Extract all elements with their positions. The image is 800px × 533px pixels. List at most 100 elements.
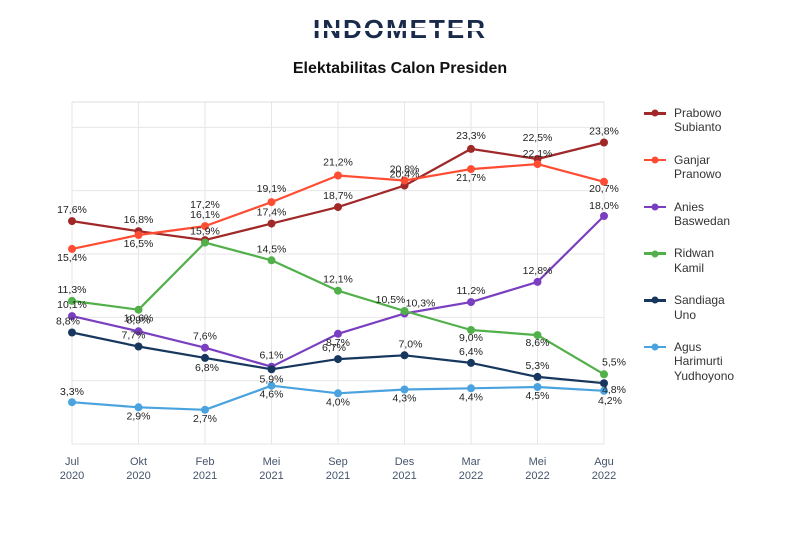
legend-item: Sandiaga Uno bbox=[644, 293, 794, 322]
series-marker bbox=[268, 256, 276, 264]
legend-label: Sandiaga Uno bbox=[674, 293, 725, 322]
data-label: 21,7% bbox=[456, 172, 486, 184]
x-tick-label: Agu 2022 bbox=[574, 456, 634, 484]
brand-logo: INDOMETER bbox=[0, 14, 800, 45]
x-tick-label: Feb 2021 bbox=[175, 456, 235, 484]
data-label: 22,1% bbox=[523, 148, 553, 160]
series-marker bbox=[467, 145, 475, 153]
data-label: 10,5% bbox=[376, 294, 406, 306]
data-label: 9,0% bbox=[459, 332, 483, 344]
data-label: 12,1% bbox=[323, 274, 353, 286]
series-marker bbox=[467, 359, 475, 367]
legend-item: Agus Harimurti Yudhoyono bbox=[644, 340, 794, 383]
series-marker bbox=[135, 343, 143, 351]
series-marker bbox=[68, 329, 76, 337]
legend-swatch bbox=[644, 206, 666, 209]
data-label: 4,5% bbox=[526, 390, 550, 402]
legend-swatch bbox=[644, 299, 666, 302]
chart-title: Elektabilitas Calon Presiden bbox=[0, 60, 800, 78]
data-label: 15,9% bbox=[190, 226, 220, 238]
data-label: 22,5% bbox=[523, 132, 553, 144]
data-label: 17,2% bbox=[190, 199, 220, 211]
data-label: 2,9% bbox=[127, 410, 151, 422]
data-label: 23,8% bbox=[589, 126, 619, 138]
brand-logo-text: INDOMETER bbox=[313, 14, 487, 45]
data-label: 23,3% bbox=[456, 130, 486, 142]
x-tick-label: Sep 2021 bbox=[308, 456, 368, 484]
x-axis-labels: Jul 2020Okt 2020Feb 2021Mei 2021Sep 2021… bbox=[48, 456, 628, 516]
data-label: 4,3% bbox=[393, 393, 417, 405]
data-label: 2,7% bbox=[193, 413, 217, 425]
data-label: 4,6% bbox=[260, 389, 284, 401]
series-marker bbox=[600, 139, 608, 147]
series-marker bbox=[268, 365, 276, 373]
chart-legend: Prabowo SubiantoGanjar PranowoAnies Basw… bbox=[644, 106, 794, 401]
data-label: 8,8% bbox=[56, 316, 80, 328]
series-marker bbox=[534, 373, 542, 381]
data-label: 10,6% bbox=[124, 313, 154, 325]
data-label: 5,9% bbox=[260, 373, 284, 385]
legend-swatch bbox=[644, 159, 666, 162]
series-marker bbox=[68, 217, 76, 225]
x-tick-label: Okt 2020 bbox=[109, 456, 169, 484]
series-marker bbox=[268, 220, 276, 228]
data-label: 11,2% bbox=[457, 285, 486, 297]
data-label: 17,6% bbox=[57, 204, 87, 216]
series-marker bbox=[600, 212, 608, 220]
data-label: 6,1% bbox=[260, 350, 284, 362]
data-label: 19,1% bbox=[257, 183, 287, 195]
series-marker bbox=[334, 355, 342, 363]
series-marker bbox=[201, 354, 209, 362]
data-label: 20,7% bbox=[589, 183, 619, 195]
legend-label: Prabowo Subianto bbox=[674, 106, 721, 135]
x-tick-label: Des 2021 bbox=[375, 456, 435, 484]
legend-item: Anies Baswedan bbox=[644, 200, 794, 229]
series-marker bbox=[201, 239, 209, 247]
legend-swatch bbox=[644, 346, 666, 349]
data-label: 3,3% bbox=[60, 386, 84, 398]
data-label: 6,8% bbox=[195, 362, 219, 374]
series-marker bbox=[334, 172, 342, 180]
line-chart-svg: 17,6%16,8%16,1%17,4%18,7%20,4%23,3%22,5%… bbox=[48, 96, 628, 450]
series-marker bbox=[534, 278, 542, 286]
data-label: 7,7% bbox=[122, 330, 146, 342]
series-marker bbox=[334, 203, 342, 211]
data-label: 5,3% bbox=[526, 360, 550, 372]
data-label: 20,8% bbox=[390, 164, 420, 176]
series-marker bbox=[201, 344, 209, 352]
data-label: 6,4% bbox=[459, 346, 483, 358]
legend-label: Anies Baswedan bbox=[674, 200, 730, 229]
data-label: 12,8% bbox=[523, 265, 553, 277]
data-label: 10,1% bbox=[57, 299, 87, 311]
legend-swatch bbox=[644, 252, 666, 255]
legend-item: Prabowo Subianto bbox=[644, 106, 794, 135]
chart-plot-area: 17,6%16,8%16,1%17,4%18,7%20,4%23,3%22,5%… bbox=[48, 96, 628, 450]
data-label: 10,3% bbox=[406, 298, 436, 310]
x-tick-label: Jul 2020 bbox=[42, 456, 102, 484]
series-marker bbox=[268, 198, 276, 206]
data-label: 7,6% bbox=[193, 331, 217, 343]
series-marker bbox=[600, 370, 608, 378]
data-label: 4,4% bbox=[459, 391, 483, 403]
data-label: 8,6% bbox=[526, 337, 550, 349]
x-tick-label: Mei 2022 bbox=[508, 456, 568, 484]
data-label: 18,0% bbox=[589, 200, 619, 212]
data-label: 16,8% bbox=[124, 214, 154, 226]
data-label: 14,5% bbox=[257, 243, 287, 255]
data-label: 11,3% bbox=[58, 284, 87, 296]
x-tick-label: Mei 2021 bbox=[242, 456, 302, 484]
data-label: 5,5% bbox=[602, 356, 626, 368]
data-label: 16,5% bbox=[124, 238, 154, 250]
data-label: 6,7% bbox=[322, 342, 346, 354]
data-label: 7,0% bbox=[399, 338, 423, 350]
series-marker bbox=[401, 351, 409, 359]
data-label: 18,7% bbox=[323, 190, 353, 202]
data-label: 21,2% bbox=[323, 157, 353, 169]
data-label: 15,4% bbox=[57, 252, 87, 264]
legend-item: Ridwan Kamil bbox=[644, 246, 794, 275]
data-label: 4,0% bbox=[326, 396, 350, 408]
x-tick-label: Mar 2022 bbox=[441, 456, 501, 484]
legend-swatch bbox=[644, 112, 666, 115]
series-marker bbox=[534, 160, 542, 168]
chart-page: INDOMETER Elektabilitas Calon Presiden 1… bbox=[0, 0, 800, 533]
